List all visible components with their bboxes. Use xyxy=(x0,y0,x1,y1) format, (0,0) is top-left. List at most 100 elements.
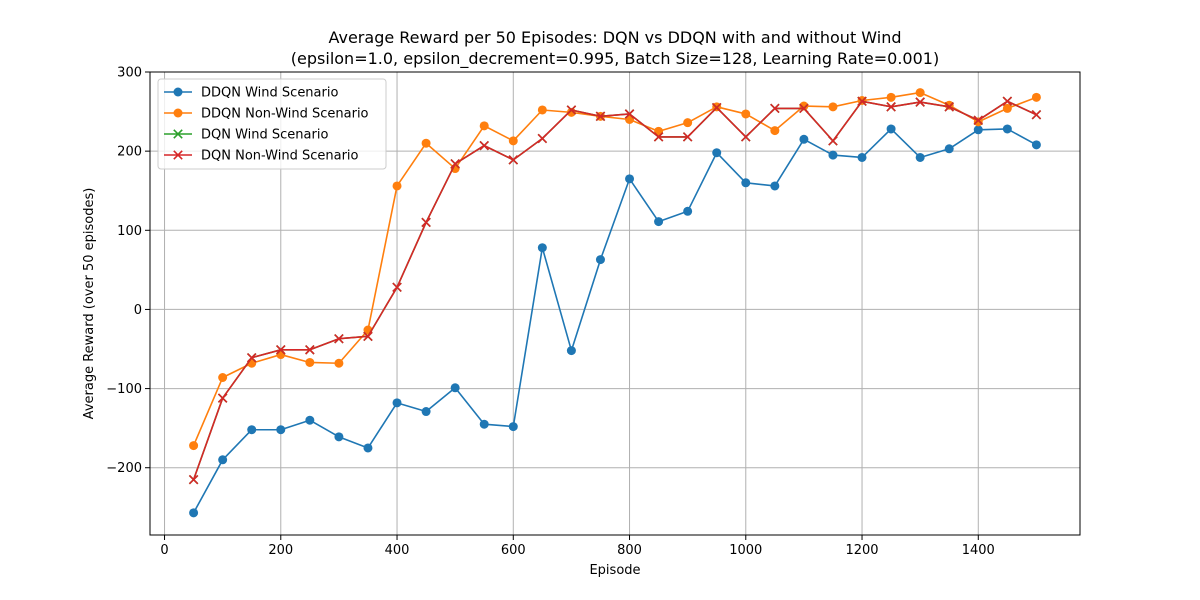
data-point xyxy=(770,181,780,191)
data-point xyxy=(247,425,257,435)
data-point xyxy=(566,346,576,356)
data-point xyxy=(624,109,635,119)
chart-subtitle: (epsilon=1.0, epsilon_decrement=0.995, B… xyxy=(291,49,939,69)
series-line xyxy=(192,100,1037,480)
data-point xyxy=(305,345,315,355)
data-point xyxy=(711,102,722,113)
data-point xyxy=(537,105,547,115)
legend-label: DDQN Wind Scenario xyxy=(201,86,338,101)
data-point xyxy=(857,152,867,162)
data-point xyxy=(683,118,693,128)
series-layer xyxy=(188,88,1042,518)
data-point xyxy=(392,181,402,191)
x-tick-label: 400 xyxy=(385,543,410,558)
data-point xyxy=(537,133,548,144)
data-point xyxy=(305,415,315,425)
data-point xyxy=(1002,103,1012,113)
legend-marker xyxy=(173,150,183,160)
data-point xyxy=(595,255,605,265)
data-point xyxy=(566,105,577,115)
data-point xyxy=(421,407,431,417)
legend-item: DDQN Wind Scenario xyxy=(164,86,338,101)
data-point xyxy=(886,92,896,102)
data-point xyxy=(915,152,925,162)
data-point xyxy=(944,144,954,154)
data-point xyxy=(305,357,315,367)
data-point xyxy=(392,282,402,293)
data-point xyxy=(1031,109,1042,120)
data-point xyxy=(1002,124,1012,134)
data-point xyxy=(508,136,518,146)
data-point xyxy=(188,474,199,485)
legend-item: DDQN Non-Wind Scenario xyxy=(164,107,369,122)
data-point xyxy=(450,159,460,169)
data-point xyxy=(886,102,896,112)
y-tick-label: 100 xyxy=(117,224,142,239)
data-point xyxy=(683,206,693,216)
axis-ticks: 0 200 400 600 800 1000 1200 1400 −200 −100 0 100 200… xyxy=(106,66,995,559)
data-point xyxy=(537,243,547,253)
data-point xyxy=(363,443,373,453)
data-point xyxy=(857,96,867,107)
data-point xyxy=(741,132,751,142)
data-point xyxy=(334,333,344,344)
data-point xyxy=(770,126,780,136)
legend-item: DQN Non-Wind Scenario xyxy=(164,149,359,164)
data-point xyxy=(682,132,693,142)
data-point xyxy=(828,102,838,112)
data-point xyxy=(189,441,199,451)
data-point xyxy=(799,103,809,114)
y-tick-label: −200 xyxy=(106,461,142,476)
x-tick-label: 0 xyxy=(160,543,168,558)
series-dqn-non-wind-scenario xyxy=(188,96,1042,485)
y-tick-label: 200 xyxy=(117,145,142,160)
x-tick-label: 800 xyxy=(617,543,642,558)
data-point xyxy=(712,148,722,158)
data-point xyxy=(886,124,896,134)
chart-title: Average Reward per 50 Episodes: DQN vs D… xyxy=(328,28,901,47)
data-point xyxy=(915,88,925,98)
legend-label: DQN Non-Wind Scenario xyxy=(201,149,359,164)
y-axis-label: Average Reward (over 50 episodes) xyxy=(82,188,97,420)
data-point xyxy=(799,134,809,144)
x-tick-label: 200 xyxy=(268,543,293,558)
data-point xyxy=(421,217,431,228)
data-point xyxy=(944,102,954,112)
data-point xyxy=(479,140,489,151)
data-point xyxy=(218,373,228,383)
data-point xyxy=(973,125,983,135)
data-point xyxy=(973,115,984,126)
data-point xyxy=(363,331,373,342)
data-point xyxy=(479,419,489,429)
x-tick-label: 1200 xyxy=(845,543,878,558)
data-point xyxy=(508,422,518,432)
data-point xyxy=(625,174,635,184)
legend-box xyxy=(157,78,387,170)
series-ddqn-wind-scenario xyxy=(189,124,1041,518)
data-point xyxy=(508,155,519,165)
legend-item: DQN Wind Scenario xyxy=(164,128,328,143)
legend-label: DDQN Non-Wind Scenario xyxy=(201,107,369,122)
legend-marker xyxy=(173,108,183,118)
data-point xyxy=(392,398,402,408)
data-point xyxy=(1031,140,1041,150)
data-point xyxy=(828,150,838,160)
data-point xyxy=(654,217,664,227)
data-point xyxy=(1031,92,1041,102)
series-line xyxy=(192,91,1037,446)
data-point xyxy=(217,393,228,403)
data-point xyxy=(334,432,344,442)
data-point xyxy=(450,383,460,393)
data-point xyxy=(770,103,780,114)
legend-marker xyxy=(173,87,183,97)
data-point xyxy=(276,345,286,355)
data-point xyxy=(334,358,344,368)
data-point xyxy=(595,111,606,122)
y-tick-label: 300 xyxy=(117,66,142,81)
plot-frame xyxy=(149,71,1081,536)
y-tick-label: 0 xyxy=(134,303,142,318)
data-point xyxy=(653,132,664,142)
data-point xyxy=(276,425,286,435)
data-point xyxy=(828,136,838,146)
legend: DDQN Wind Scenario DDQN Non-Wind Scenario… xyxy=(157,78,387,170)
